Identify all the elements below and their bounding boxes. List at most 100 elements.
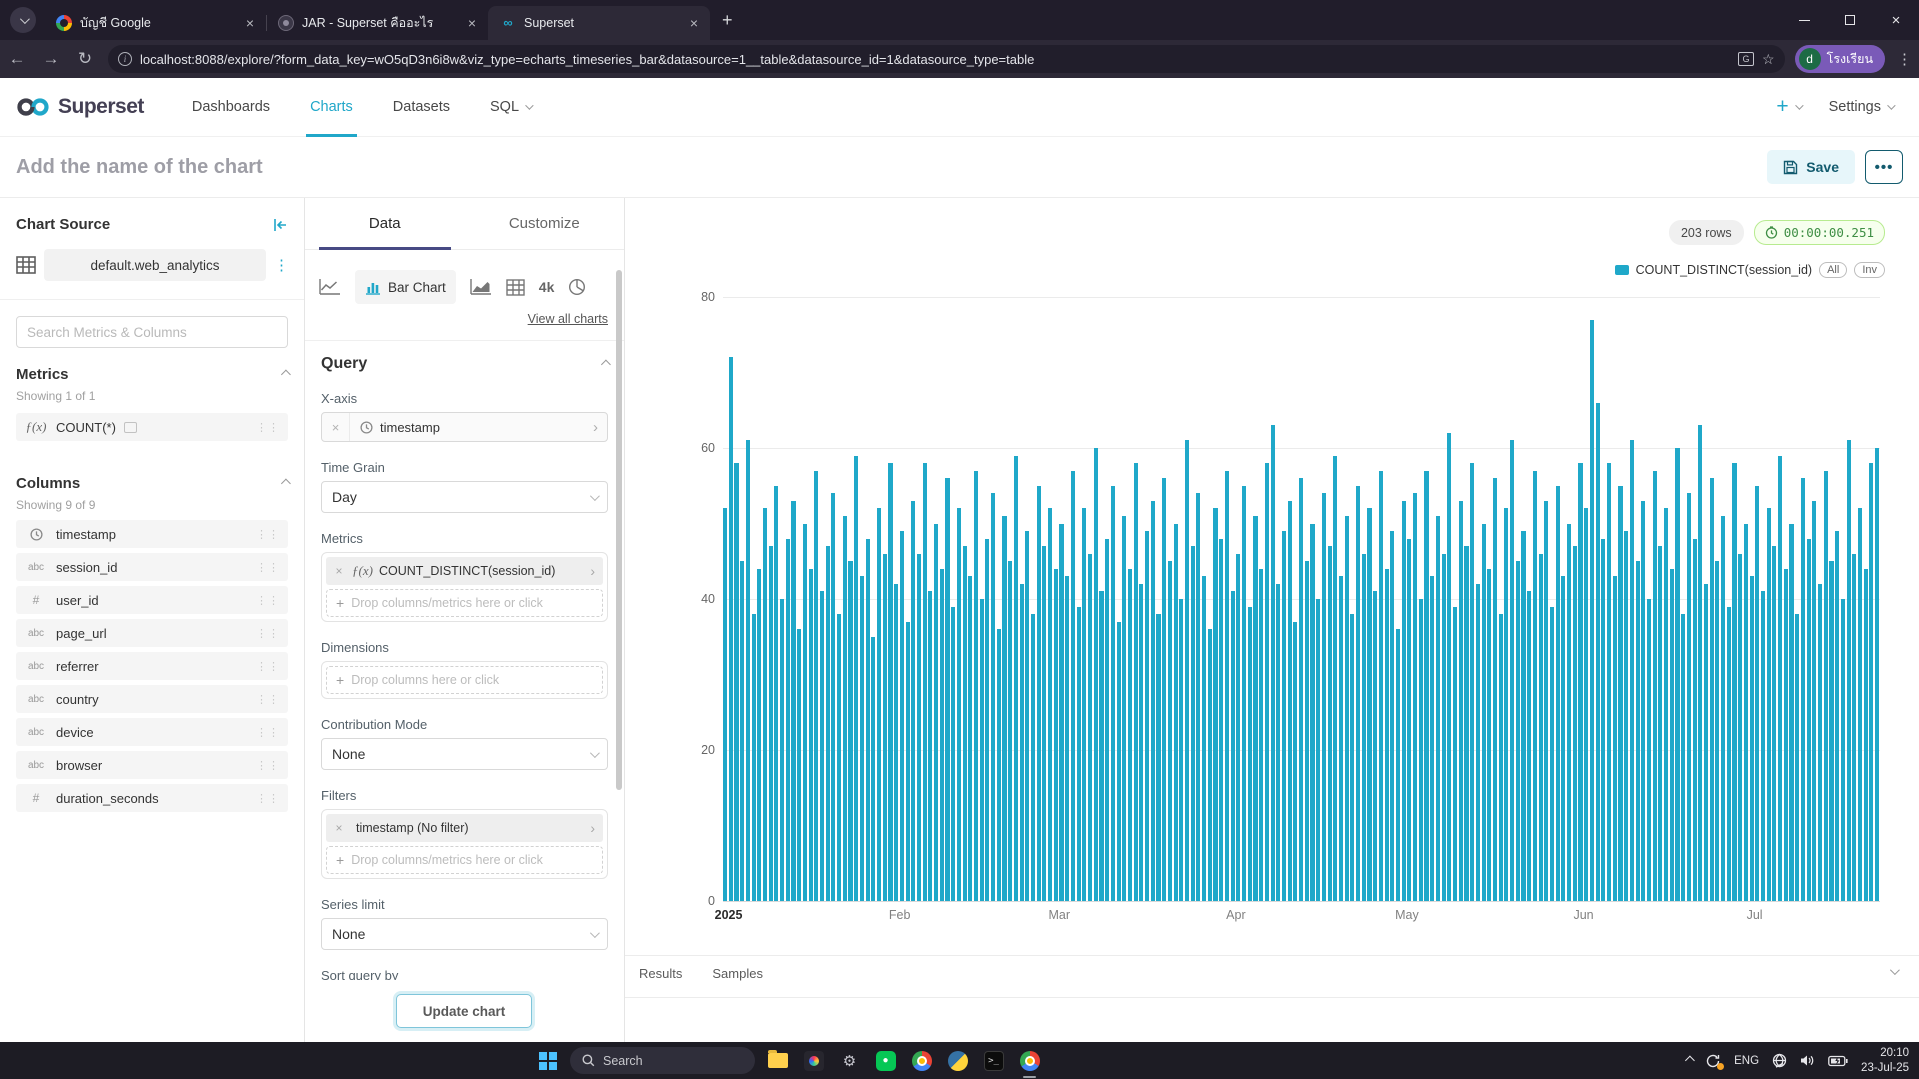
column-item[interactable]: timestamp ⋮⋮: [16, 520, 288, 548]
bar[interactable]: [1224, 470, 1229, 901]
bar[interactable]: [757, 568, 762, 901]
bar[interactable]: [1019, 583, 1024, 901]
bar[interactable]: [1504, 508, 1509, 901]
browser-tab-1[interactable]: บัญชี Google ×: [44, 6, 267, 40]
bar[interactable]: [1646, 599, 1652, 901]
bar[interactable]: [1167, 561, 1172, 901]
column-item[interactable]: # user_id ⋮⋮: [16, 586, 288, 614]
bar[interactable]: [1527, 591, 1532, 901]
column-item[interactable]: abc device ⋮⋮: [16, 718, 288, 746]
collapse-columns-icon[interactable]: [280, 478, 291, 489]
bar[interactable]: [1464, 546, 1469, 901]
bar[interactable]: [1270, 425, 1275, 901]
bar[interactable]: [1664, 508, 1669, 901]
pie-chart-icon[interactable]: [568, 278, 586, 296]
bar[interactable]: [762, 508, 768, 901]
bar[interactable]: [1692, 538, 1697, 901]
chart-title-placeholder[interactable]: Add the name of the chart: [16, 155, 263, 178]
bar[interactable]: [968, 576, 973, 901]
bar[interactable]: [1162, 478, 1167, 901]
bar[interactable]: [894, 583, 899, 901]
bar[interactable]: [1760, 591, 1766, 901]
tab-close-icon[interactable]: ×: [467, 15, 476, 31]
bar[interactable]: [1435, 515, 1440, 901]
bar[interactable]: [1658, 546, 1663, 901]
bar[interactable]: [1065, 576, 1070, 901]
drag-handle-icon[interactable]: ⋮⋮: [256, 594, 280, 607]
bar[interactable]: [1538, 553, 1543, 901]
bar[interactable]: [837, 614, 842, 901]
bar[interactable]: [1721, 515, 1726, 901]
more-actions-button[interactable]: •••: [1865, 150, 1903, 184]
bar[interactable]: [1624, 531, 1629, 901]
line-chart-icon[interactable]: [319, 278, 341, 296]
bar[interactable]: [1276, 583, 1281, 901]
bar[interactable]: [1133, 463, 1138, 901]
bar[interactable]: [1373, 591, 1378, 901]
bar-chart-selected[interactable]: Bar Chart: [355, 270, 456, 304]
bar[interactable]: [1852, 553, 1857, 901]
bar[interactable]: [768, 546, 773, 901]
bar[interactable]: [973, 470, 979, 901]
column-item[interactable]: abc country ⋮⋮: [16, 685, 288, 713]
bar[interactable]: [1601, 538, 1606, 901]
bar[interactable]: [871, 636, 876, 901]
browser-menu-icon[interactable]: ⋮: [1897, 51, 1913, 68]
minimize-button[interactable]: [1781, 0, 1827, 40]
bar[interactable]: [1105, 538, 1110, 901]
bar[interactable]: [991, 493, 996, 901]
bar[interactable]: [791, 500, 796, 901]
bar[interactable]: [1378, 470, 1383, 901]
nav-sql[interactable]: SQL: [490, 78, 534, 137]
bar[interactable]: [1869, 463, 1874, 901]
bar[interactable]: [1475, 583, 1480, 901]
chrome-active-icon[interactable]: [1016, 1047, 1043, 1078]
bar[interactable]: [1173, 523, 1178, 901]
bar[interactable]: [934, 523, 939, 901]
bar[interactable]: [1778, 455, 1783, 901]
reload-icon[interactable]: ↻: [77, 49, 93, 68]
bar[interactable]: [876, 508, 882, 901]
bar[interactable]: [1099, 591, 1104, 901]
drop-metrics-zone[interactable]: + Drop columns/metrics here or click: [326, 589, 603, 617]
bars-layer[interactable]: [723, 297, 1880, 901]
bar[interactable]: [1812, 500, 1817, 901]
bar[interactable]: [1030, 614, 1036, 901]
legend-inv-button[interactable]: Inv: [1854, 262, 1885, 278]
bar[interactable]: [734, 463, 739, 901]
update-chart-button[interactable]: Update chart: [395, 994, 533, 1028]
bar[interactable]: [1401, 500, 1406, 901]
bar[interactable]: [945, 478, 950, 901]
bar[interactable]: [1367, 508, 1372, 901]
bar[interactable]: [928, 591, 933, 901]
drag-handle-icon[interactable]: ⋮⋮: [256, 726, 280, 739]
bar[interactable]: [1481, 523, 1486, 901]
bar[interactable]: [1395, 629, 1401, 901]
remove-icon[interactable]: ×: [322, 413, 350, 441]
remove-icon[interactable]: ×: [335, 564, 343, 578]
address-bar[interactable]: i localhost:8088/explore/?form_data_key=…: [108, 45, 1785, 73]
bar[interactable]: [1338, 576, 1344, 901]
bar[interactable]: [1213, 508, 1218, 901]
dataset-options-icon[interactable]: ⋮: [274, 257, 290, 274]
network-icon[interactable]: [1772, 1053, 1787, 1068]
chevron-right-icon[interactable]: ›: [590, 820, 595, 836]
bar[interactable]: [1344, 515, 1349, 901]
bar[interactable]: [905, 621, 910, 901]
bar[interactable]: [1738, 553, 1743, 901]
bar[interactable]: [859, 576, 864, 901]
bar[interactable]: [1219, 538, 1224, 901]
bar[interactable]: [814, 470, 819, 901]
legend-all-button[interactable]: All: [1819, 262, 1848, 278]
tab-results[interactable]: Results: [639, 966, 683, 981]
column-item[interactable]: abc browser ⋮⋮: [16, 751, 288, 779]
bar[interactable]: [1110, 485, 1115, 901]
start-button[interactable]: [534, 1047, 561, 1074]
bar[interactable]: [1350, 614, 1355, 901]
bar[interactable]: [745, 440, 750, 901]
remove-icon[interactable]: ×: [335, 821, 343, 835]
bar[interactable]: [802, 523, 807, 901]
bar[interactable]: [1492, 478, 1498, 901]
bar[interactable]: [951, 606, 956, 901]
taskbar-search[interactable]: Search: [570, 1047, 755, 1074]
